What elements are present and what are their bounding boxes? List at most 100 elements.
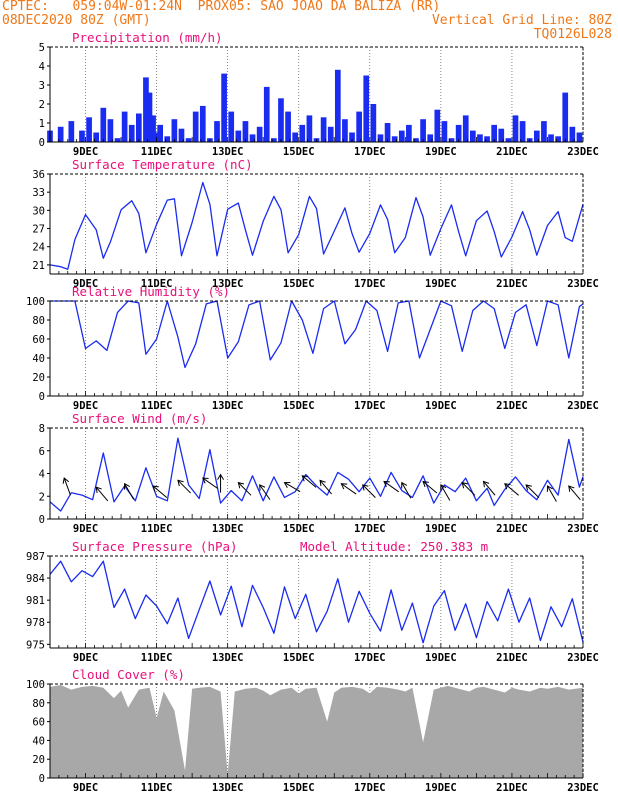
x-tick-label: 17DEC [354, 523, 386, 535]
precip-bar [249, 134, 256, 142]
x-tick-label: 21DEC [496, 400, 528, 412]
precip-bar [121, 111, 128, 142]
y-tick-label: 20 [32, 754, 45, 766]
wind-title: Surface Wind (m/s) [72, 411, 207, 426]
panel-precip: 0 1 2 3 4 5 9DEC 11DEC 13DEC 15DEC 17DEC 19DEC 21DEC… [39, 30, 599, 158]
y-tick-label: 40 [32, 735, 45, 747]
wind-arrow-shaft [440, 484, 451, 501]
wind-arrow-shaft [95, 486, 109, 502]
cloud-cover-area [50, 684, 583, 778]
precip-bar [299, 124, 306, 142]
y-tick-label: 60 [32, 717, 45, 729]
y-tick-label: 0 [39, 514, 45, 526]
wind-arrow-shaft [483, 481, 496, 496]
y-tick-label: 100 [26, 679, 45, 691]
rh-title: Relative Humidity (%) [72, 284, 230, 299]
wind-arrow-shaft [63, 477, 71, 496]
precip-bar [548, 134, 554, 142]
wind-arrow [383, 480, 400, 493]
wind-arrow-head [422, 480, 429, 488]
wind-arrow-head [152, 485, 159, 492]
precip-bar [491, 124, 498, 142]
panel-rh: 0 20 40 60 80 100 9DEC 11DEC 13DEC 15DEC 17DEC 19DE… [26, 284, 599, 412]
pres-title: Surface Pressure (hPa) [72, 539, 238, 554]
y-tick-label: 1 [39, 118, 45, 130]
x-tick-label: 15DEC [283, 652, 315, 664]
wind-arrow-shaft [259, 484, 271, 500]
precip-bar [107, 119, 114, 142]
x-tick-label: 17DEC [354, 652, 386, 664]
header-date: 08DEC2020 80Z (GMT) [2, 13, 151, 28]
x-tick-label: 15DEC [283, 400, 315, 412]
wind-arrow-head [362, 484, 369, 491]
precip-bar [576, 132, 583, 142]
precip-bar [128, 124, 135, 142]
precip-bar [228, 111, 235, 142]
precip-bar [391, 136, 398, 142]
x-tick-label: 21DEC [496, 146, 528, 158]
y-tick-label: 33 [32, 187, 45, 199]
wind-arrow [401, 481, 412, 499]
wind-arrow-head [177, 479, 184, 487]
panel-wind: 0 2 4 6 8 9DEC 11DEC 13DEC 15DEC 17DEC 19DEC 21DEC 2… [39, 411, 599, 535]
wind-arrow-head [124, 482, 130, 490]
wind-arrow [362, 484, 376, 498]
y-tick-label: 2 [39, 99, 45, 111]
precip-bar [470, 130, 476, 142]
precip-title: Precipitation (mm/h) [72, 30, 223, 45]
precip-bar [462, 115, 469, 142]
precip-bar [455, 124, 462, 142]
pres-series-line [49, 560, 584, 644]
x-tick-label: 11DEC [141, 400, 173, 412]
wind-arrow-shaft [547, 485, 557, 502]
x-tick-label: 9DEC [73, 146, 98, 158]
panel-pres: 975 978 981 984 987 9DEC 11DEC 13DEC 15DEC 17DEC 1… [26, 539, 599, 664]
wind-arrow [422, 480, 438, 494]
x-tick-label: 11DEC [141, 652, 173, 664]
x-tick-label: 23DEC [567, 400, 599, 412]
precip-bar [541, 121, 547, 142]
wind-arrow [201, 477, 218, 489]
x-tick-label: 19DEC [425, 400, 457, 412]
wind-arrow [546, 485, 557, 502]
x-tick-label: 9DEC [73, 523, 98, 535]
panel-cloud: 0 20 40 60 80 100 9DEC 11DEC 13DEC 15DEC 17DEC 19DE… [26, 667, 599, 794]
wind-arrow [340, 483, 357, 495]
precip-bar [100, 107, 107, 142]
x-tick-label: 19DEC [425, 278, 457, 290]
precip-bar [86, 117, 92, 142]
x-tick-label: 13DEC [212, 523, 244, 535]
wind-arrow-shaft [461, 482, 476, 496]
x-tick-label: 11DEC [141, 146, 173, 158]
x-tick-label: 23DEC [567, 782, 599, 794]
wind-arrow [440, 484, 451, 501]
panel-temp: 21 24 27 30 33 36 9DEC 11DEC 13DEC 15DEC 17DEC 19DE… [32, 157, 598, 290]
wind-arrow-head [525, 484, 532, 491]
wind-arrow-head [546, 485, 553, 492]
wind-arrow-shaft [177, 479, 192, 494]
y-tick-label: 80 [32, 698, 45, 710]
precip-bar [171, 119, 178, 142]
wind-arrow-shaft [152, 485, 168, 498]
precip-bar [562, 92, 569, 142]
header-line1: CPTEC: 059:04W-01:24N PROX05: SAO JOAO D… [2, 0, 441, 14]
header-model-code: TQ0126L028 [533, 27, 612, 42]
precip-bar [533, 130, 540, 142]
x-tick-label: 11DEC [141, 782, 173, 794]
precip-bar [334, 69, 341, 142]
x-tick-label: 17DEC [354, 782, 386, 794]
y-tick-label: 21 [32, 260, 45, 272]
precip-bar [406, 124, 412, 142]
wind-arrow [259, 484, 271, 500]
precip-bar [150, 115, 156, 142]
wind-arrow-shaft [504, 483, 519, 496]
wind-arrow [62, 477, 71, 496]
y-tick-label: 4 [39, 61, 45, 73]
x-tick-label: 15DEC [283, 523, 315, 535]
wind-arrow-head [461, 481, 468, 489]
x-tick-label: 13DEC [212, 278, 244, 290]
wind-arrow-head [340, 483, 348, 490]
y-tick-label: 8 [39, 423, 45, 435]
wind-arrow-head [237, 481, 245, 489]
precip-bar [242, 121, 249, 142]
